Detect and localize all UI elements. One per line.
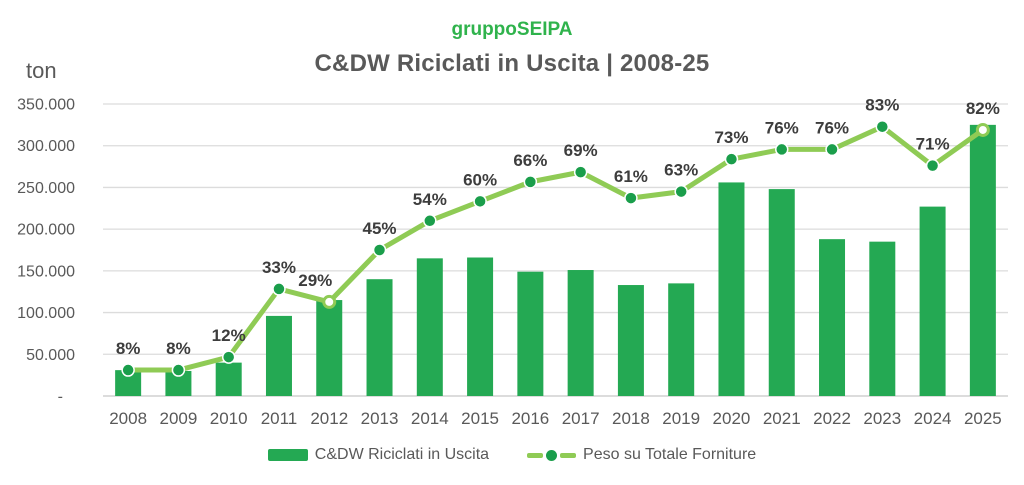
svg-text:61%: 61% — [614, 167, 648, 186]
svg-text:2021: 2021 — [763, 409, 801, 428]
svg-text:2012: 2012 — [310, 409, 348, 428]
svg-text:100.000: 100.000 — [17, 305, 75, 322]
svg-text:83%: 83% — [865, 96, 899, 115]
svg-text:2019: 2019 — [662, 409, 700, 428]
point-labels: 8% 8% 12% 33%29% 45% 54% 60% 66% 69% 61% 63% 73% 76%… — [116, 96, 1000, 358]
svg-text:69%: 69% — [564, 141, 598, 160]
svg-text:2025: 2025 — [964, 409, 1002, 428]
bar-series — [115, 124, 996, 396]
svg-text:54%: 54% — [413, 190, 447, 209]
svg-text:-: - — [58, 389, 63, 406]
brand-logo-text: gruppoSEIPA — [451, 19, 573, 40]
svg-text:71%: 71% — [916, 135, 950, 154]
combo-chart-plot-area: 350.000 300.000 250.000 200.000 150.000 100.0… — [17, 96, 1008, 428]
svg-text:63%: 63% — [664, 161, 698, 180]
svg-text:2008: 2008 — [109, 409, 147, 428]
legend-label-bar-series: C&DW Riciclati in Uscita — [314, 446, 490, 463]
svg-text:8%: 8% — [116, 339, 141, 358]
svg-text:2009: 2009 — [160, 409, 198, 428]
svg-text:300.000: 300.000 — [17, 138, 75, 155]
svg-text:250.000: 250.000 — [17, 180, 75, 197]
svg-text:2016: 2016 — [511, 409, 549, 428]
svg-text:2020: 2020 — [713, 409, 751, 428]
x-axis-labels: 2008 2009 2010 2011 2012 2013 2014 2015 2016 2017… — [109, 409, 1002, 428]
bar-series-swatch-icon — [267, 449, 308, 461]
svg-text:2022: 2022 — [813, 409, 851, 428]
svg-text:2015: 2015 — [461, 409, 499, 428]
y-axis-unit-label: ton — [26, 58, 57, 83]
svg-text:66%: 66% — [513, 151, 547, 170]
legend-item-line-series: Peso su Totale Forniture — [527, 446, 756, 464]
svg-text:76%: 76% — [765, 118, 799, 137]
svg-text:2010: 2010 — [210, 409, 248, 428]
svg-text:350.000: 350.000 — [17, 97, 75, 114]
svg-text:50.000: 50.000 — [26, 347, 75, 364]
legend-label-line-series: Peso su Totale Forniture — [583, 446, 757, 463]
line-series — [125, 124, 986, 373]
svg-text:73%: 73% — [714, 128, 748, 147]
svg-text:2023: 2023 — [863, 409, 901, 428]
y-axis-labels: 350.000 300.000 250.000 200.000 150.000 100.0… — [17, 97, 75, 406]
svg-text:2017: 2017 — [562, 409, 600, 428]
svg-text:150.000: 150.000 — [17, 263, 75, 280]
legend: C&DW Riciclati in Uscita Peso su Totale … — [0, 446, 1024, 464]
svg-text:8%: 8% — [166, 339, 191, 358]
chart-title: C&DW Riciclati in Uscita | 2008-25 — [314, 50, 710, 77]
line-series-marker-icon — [527, 449, 577, 461]
svg-text:2018: 2018 — [612, 409, 650, 428]
svg-text:76%: 76% — [815, 118, 849, 137]
svg-text:2011: 2011 — [261, 409, 298, 428]
svg-text:200.000: 200.000 — [17, 222, 75, 239]
svg-text:82%: 82% — [966, 99, 1000, 118]
svg-text:45%: 45% — [363, 219, 397, 238]
legend-item-bar-series: C&DW Riciclati in Uscita — [267, 446, 490, 464]
svg-text:12%: 12% — [212, 326, 246, 345]
gridlines — [103, 103, 1008, 397]
svg-text:29%: 29% — [298, 271, 332, 290]
line-series-markers — [121, 119, 990, 377]
svg-text:33%: 33% — [262, 258, 296, 277]
svg-text:60%: 60% — [463, 170, 497, 189]
svg-text:2014: 2014 — [411, 409, 449, 428]
svg-text:2024: 2024 — [914, 409, 952, 428]
svg-text:2013: 2013 — [361, 409, 399, 428]
